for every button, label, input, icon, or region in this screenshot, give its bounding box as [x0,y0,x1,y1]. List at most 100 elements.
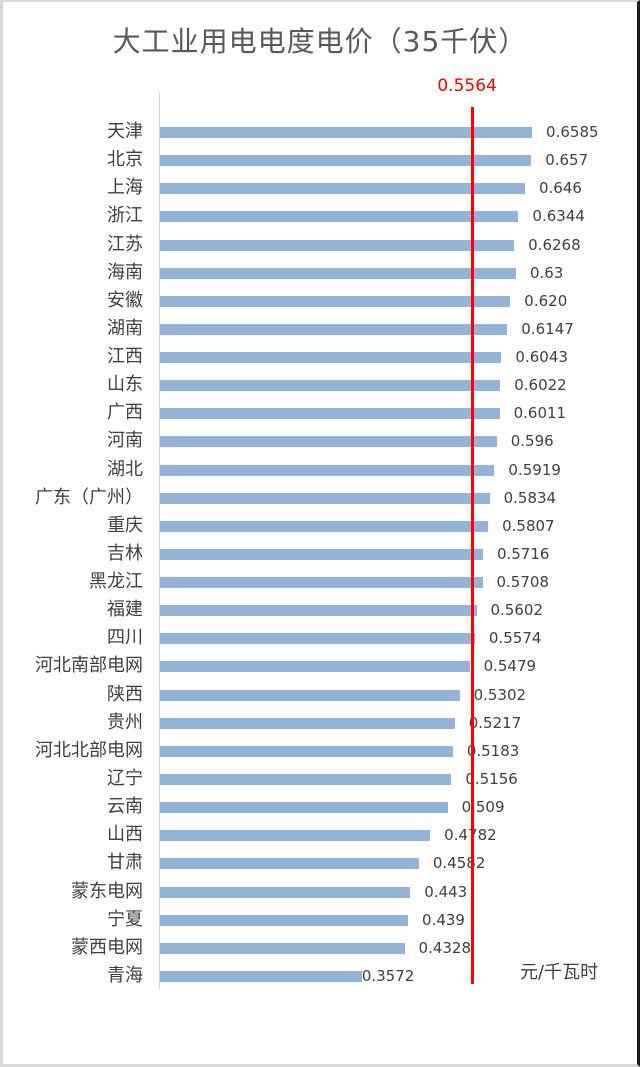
category-label: 陕西 [107,683,143,705]
category-label: 宁夏 [107,908,143,930]
bar-row: 蒙西电网 0.4328 [0,935,640,963]
value-label: 0.6043 [515,348,568,367]
bar-row: 河北南部电网 0.5479 [0,653,640,681]
category-label: 河南 [107,430,143,452]
bar-row: 河南 0.596 [0,428,640,456]
bar-row: 吉林 0.5716 [0,541,640,569]
bar [160,323,508,335]
bar [160,295,511,307]
category-label: 福建 [107,599,143,621]
value-label: 0.620 [524,291,568,310]
bar-row: 天津 0.6585 [0,119,640,147]
bar-row: 贵州 0.5217 [0,710,640,738]
bar-row: 福建 0.5602 [0,597,640,625]
bar [160,661,470,673]
bar-row: 重庆 0.5807 [0,513,640,541]
bar [160,183,525,195]
bar [160,773,452,785]
value-label: 0.3572 [361,966,415,985]
bar [160,548,483,560]
bar-row: 海南 0.63 [0,260,640,288]
bar-row: 江西 0.6043 [0,344,640,372]
bar [160,802,448,814]
category-label: 湖北 [107,458,143,480]
bar [160,408,500,420]
category-label: 蒙东电网 [71,880,143,902]
value-label: 0.443 [424,882,468,901]
bar-row: 陕西 0.5302 [0,682,640,710]
bar [160,942,405,954]
bar [160,970,362,982]
category-label: 上海 [107,177,143,199]
chart-title: 大工业用电电度电价（35千伏） [112,25,528,58]
bar [160,352,502,364]
value-label: 0.6147 [521,319,574,338]
bar [160,717,455,729]
value-label: 0.5156 [465,769,518,788]
value-label: 0.5834 [503,488,557,507]
value-label: 0.5302 [473,685,527,704]
bar [160,745,453,757]
bar-row: 山西 0.4782 [0,822,640,850]
value-label: 0.6011 [513,404,567,423]
bar-row: 宁夏 0.439 [0,907,640,935]
value-label: 0.5574 [488,629,542,648]
category-label: 江苏 [107,233,143,255]
category-label: 广西 [107,402,143,424]
value-label: 0.5708 [496,573,550,592]
category-label: 甘肃 [107,852,143,874]
value-label: 0.5479 [483,657,537,676]
bar [160,689,460,701]
value-label: 0.5716 [496,544,550,563]
value-label: 0.4582 [432,854,486,873]
value-label: 0.5807 [502,516,555,535]
bar [160,858,419,870]
bar [160,436,497,448]
bar-row: 河北北部电网 0.5183 [0,738,640,766]
value-label: 0.5183 [466,741,520,760]
bar-row: 广西 0.6011 [0,400,640,428]
bar [160,464,495,476]
unit-label: 元/千瓦时 [520,962,599,983]
value-label: 0.4782 [444,827,497,844]
value-label: 0.657 [545,151,589,170]
bar-row: 云南 0.509 [0,794,640,822]
category-label: 海南 [107,261,143,283]
category-label: 河北北部电网 [35,739,143,761]
category-label: 云南 [107,796,143,818]
bar-row: 辽宁 0.5156 [0,766,640,794]
category-label: 四川 [107,627,143,649]
bar [160,830,431,842]
bar [160,914,409,926]
category-label: 天津 [107,121,143,142]
value-label: 0.6585 [546,123,599,141]
category-label: 重庆 [107,514,143,536]
category-label: 青海 [107,964,143,986]
bar-row: 安徽 0.620 [0,288,640,316]
bar [160,239,515,251]
category-label: 安徽 [107,289,143,311]
value-label: 0.596 [510,432,554,451]
reference-line-label: 0.5564 [437,76,497,96]
bar-row: 甘肃 0.4582 [0,850,640,878]
category-label: 北京 [107,149,143,171]
value-label: 0.6268 [528,235,581,254]
value-label: 0.509 [461,798,505,817]
bar [160,633,475,645]
bar [160,155,532,167]
value-label: 0.439 [422,910,465,929]
bar-row: 蒙东电网 0.443 [0,879,640,907]
category-label: 吉林 [107,542,143,564]
value-label: 0.6022 [514,376,567,395]
category-label: 河北南部电网 [35,655,143,677]
bar-row: 浙江 0.6344 [0,203,640,231]
category-label: 湖南 [107,317,143,339]
value-label: 0.6344 [532,207,585,226]
category-label: 辽宁 [107,767,143,789]
category-label: 黑龙江 [89,571,143,593]
bar [160,520,489,532]
bar [160,211,519,223]
bar [160,380,501,392]
category-label: 浙江 [107,205,143,227]
bar [160,492,490,504]
